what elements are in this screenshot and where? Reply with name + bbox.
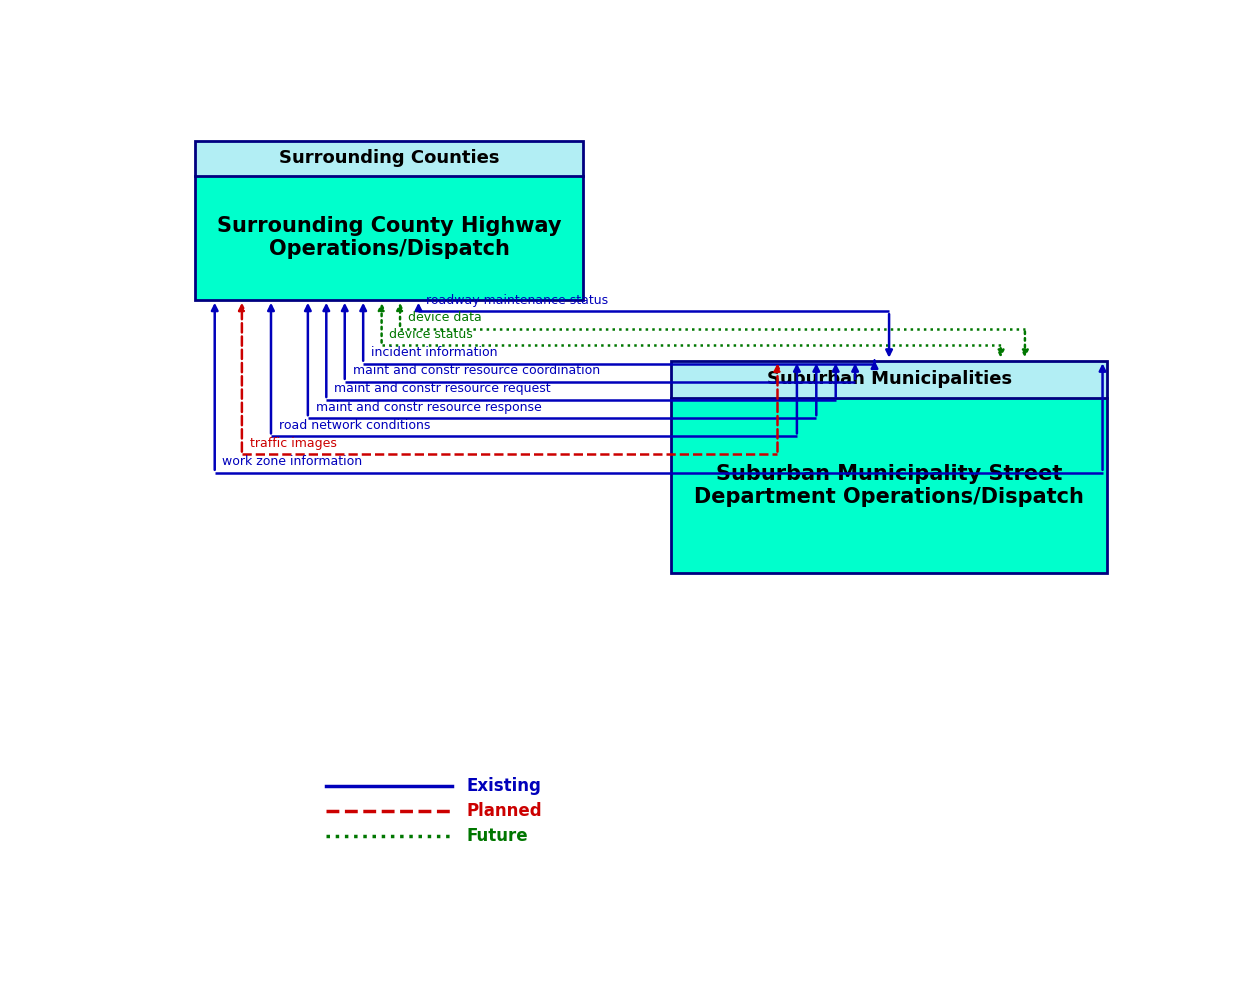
Text: Surrounding County Highway
Operations/Dispatch: Surrounding County Highway Operations/Di…	[217, 216, 562, 260]
Text: incident information: incident information	[371, 346, 497, 359]
Text: device data: device data	[408, 311, 482, 324]
Bar	[195, 176, 583, 300]
Text: road network conditions: road network conditions	[279, 419, 431, 432]
Text: device status: device status	[389, 328, 473, 340]
Bar	[195, 141, 583, 176]
Bar	[195, 141, 583, 300]
Text: maint and constr resource request: maint and constr resource request	[334, 383, 551, 396]
Text: Future: Future	[467, 828, 528, 845]
Text: Planned: Planned	[467, 802, 542, 821]
Text: Surrounding Counties: Surrounding Counties	[279, 150, 500, 167]
Text: maint and constr resource response: maint and constr resource response	[316, 400, 541, 413]
Bar	[671, 360, 1107, 573]
Text: roadway maintenance status: roadway maintenance status	[426, 294, 608, 307]
Text: work zone information: work zone information	[223, 456, 363, 468]
Bar	[671, 398, 1107, 573]
Bar	[671, 360, 1107, 398]
Text: traffic images: traffic images	[249, 437, 337, 450]
Text: Suburban Municipalities: Suburban Municipalities	[766, 370, 1012, 388]
Text: Existing: Existing	[467, 777, 542, 795]
Text: Suburban Municipality Street
Department Operations/Dispatch: Suburban Municipality Street Department …	[694, 463, 1084, 507]
Text: maint and constr resource coordination: maint and constr resource coordination	[353, 364, 600, 377]
